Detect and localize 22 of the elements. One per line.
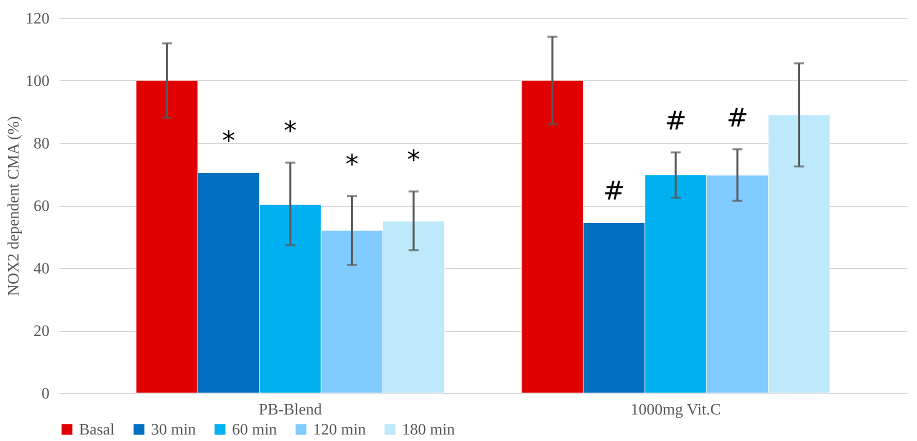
annotation: # — [664, 106, 687, 136]
legend-label: 60 min — [232, 421, 277, 438]
y-tick-label: 40 — [34, 260, 50, 278]
annotation: * — [284, 116, 297, 147]
annotation: # — [726, 103, 748, 134]
y-tick-label: 60 — [34, 198, 50, 215]
y-tick-label: 20 — [34, 323, 50, 340]
annotation: * — [345, 150, 358, 180]
y-tick-label: 80 — [34, 136, 50, 152]
y-tick-label: 100 — [26, 73, 50, 90]
annotation: * — [407, 145, 420, 176]
legend-label: 180 min — [402, 421, 455, 438]
legend-label: Basal — [79, 421, 116, 438]
legend-label: 120 min — [313, 421, 366, 438]
x-tick-label: PB-Blend — [258, 402, 322, 418]
y-tick-label: 0 — [42, 386, 50, 402]
y-axis-title: NOX2 dependent CMA (%) — [6, 116, 22, 296]
x-tick-label: 1000mg Vit.C — [630, 402, 721, 418]
annotation: # — [603, 176, 625, 207]
y-tick-label: 120 — [26, 10, 50, 28]
legend-label: 30 min — [151, 421, 196, 438]
annotation: * — [222, 126, 236, 157]
